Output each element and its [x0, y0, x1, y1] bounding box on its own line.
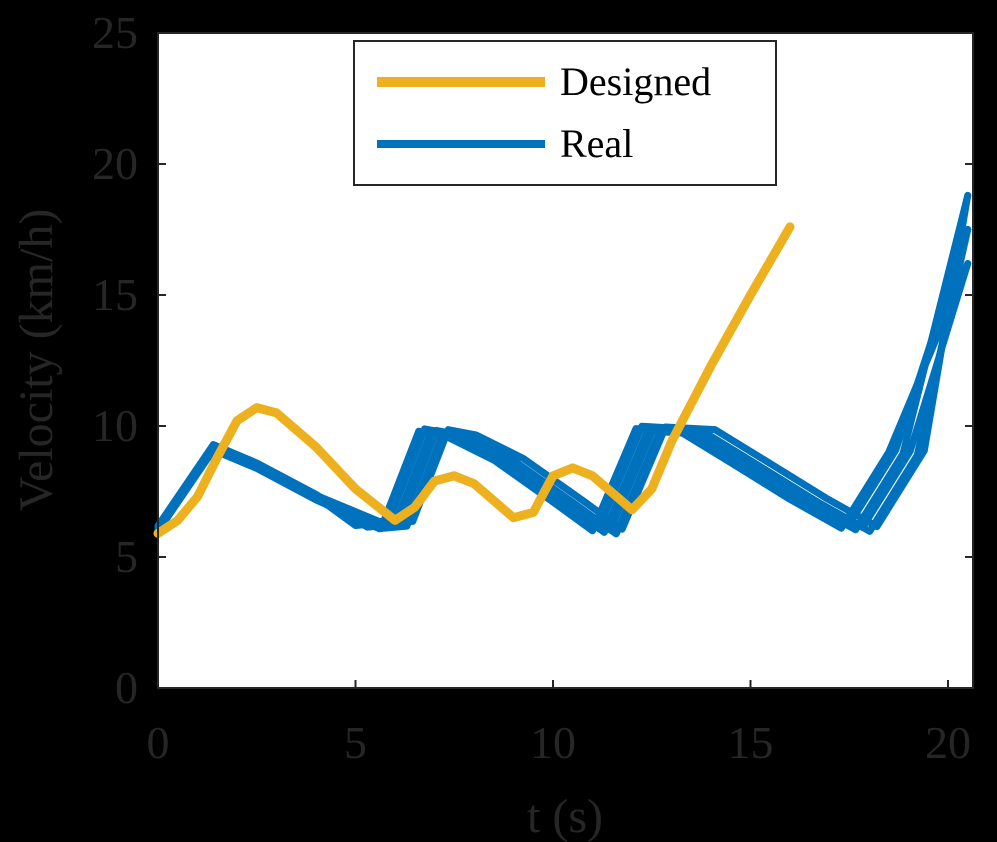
x-axis-label: t (s) [527, 790, 603, 842]
designed-line [153, 222, 795, 538]
x-tick-label: 15 [728, 717, 774, 768]
ticks: 0 5 10 15 20 0 5 10 15 20 25 [92, 7, 973, 768]
y-tick-label: 15 [92, 269, 138, 320]
x-tick-label: 20 [925, 717, 971, 768]
curves [153, 191, 972, 538]
x-tick-label: 10 [530, 717, 576, 768]
y-axis-label: Velocity (km/h) [10, 209, 63, 512]
x-tick-label: 0 [147, 717, 170, 768]
legend-real-label: Real [560, 121, 633, 166]
legend: Designed Real [353, 40, 777, 186]
legend-designed-label: Designed [560, 59, 711, 104]
y-tick-label: 25 [92, 7, 138, 58]
y-tick-label: 10 [92, 400, 138, 451]
y-tick-label: 20 [92, 138, 138, 189]
x-tick-label: 5 [344, 717, 367, 768]
y-tick-label: 5 [115, 531, 138, 582]
axes-box [157, 32, 974, 689]
y-tick-label: 0 [115, 662, 138, 713]
